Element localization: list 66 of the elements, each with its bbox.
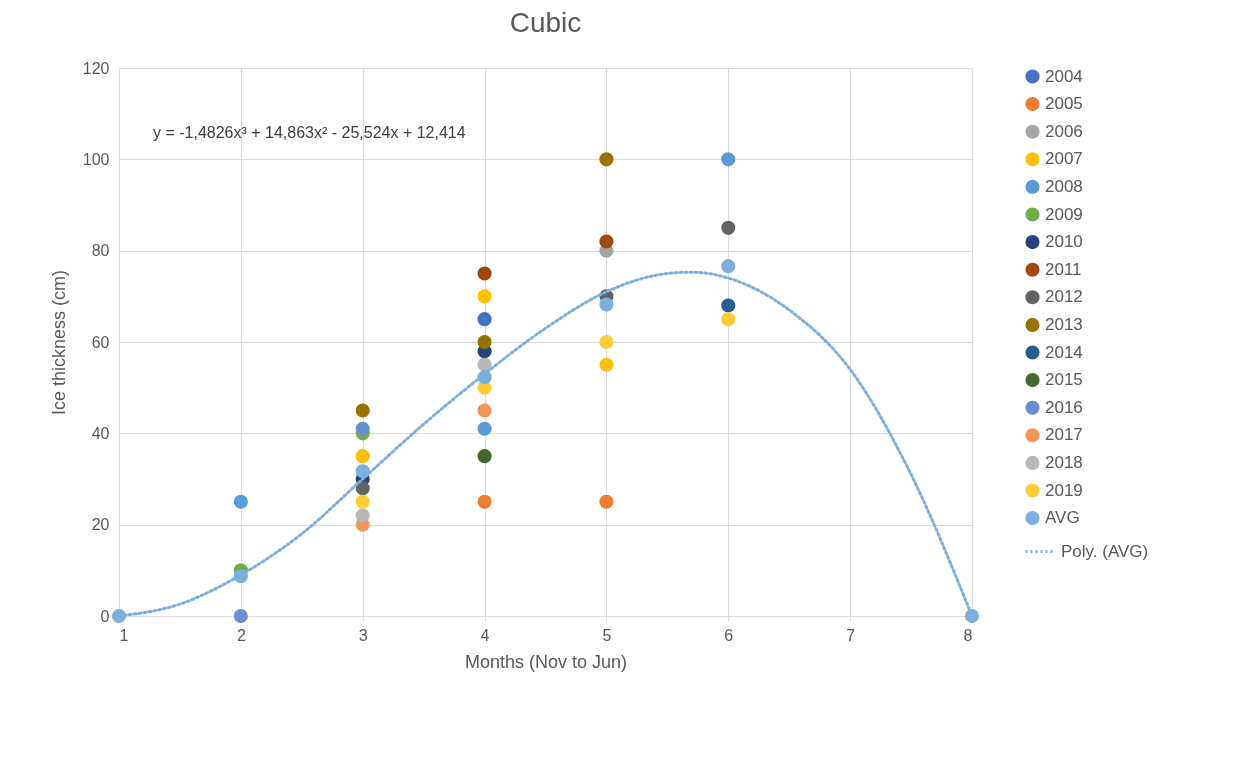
- point: [721, 220, 736, 235]
- point: [721, 152, 736, 167]
- x-tick-label: 7: [846, 626, 856, 644]
- x-tick-label: 1: [119, 626, 129, 644]
- legend-label: 2009: [1045, 204, 1083, 224]
- point: [599, 297, 614, 312]
- y-axis-title: Ice thickness (cm): [48, 269, 69, 416]
- legend-label: 2012: [1045, 287, 1083, 307]
- y-tick-label: 20: [91, 516, 110, 534]
- point: [355, 481, 370, 496]
- point: [477, 494, 492, 509]
- point: [599, 152, 614, 167]
- point: [233, 494, 248, 509]
- legend-label: 2004: [1045, 66, 1083, 86]
- legend-label: 2013: [1045, 314, 1083, 334]
- y-tick-label: 0: [100, 607, 110, 625]
- x-tick-label: 4: [480, 626, 490, 644]
- point: [355, 508, 370, 523]
- point: [355, 421, 370, 436]
- point: [599, 357, 614, 372]
- legend-label: 2010: [1045, 232, 1083, 252]
- x-tick-label: 3: [358, 626, 368, 644]
- point: [355, 494, 370, 509]
- legend-label: 2005: [1045, 94, 1083, 114]
- x-tick-label: 2: [236, 626, 246, 644]
- y-tick-label: 40: [91, 424, 110, 442]
- point: [477, 449, 492, 464]
- x-tick-label: 6: [724, 626, 734, 644]
- point: [233, 608, 248, 624]
- y-tick-label: 60: [91, 333, 110, 351]
- point: [477, 403, 492, 418]
- point: [477, 312, 492, 327]
- point: [355, 449, 370, 464]
- legend-label: 2015: [1045, 370, 1083, 390]
- legend-label: 2014: [1045, 342, 1083, 362]
- point: [721, 298, 736, 313]
- x-axis-title: Months (Nov to Jun): [464, 651, 628, 672]
- x-tick-label: 5: [602, 626, 612, 644]
- x-tick-label: 8: [963, 626, 973, 644]
- legend-label: 2016: [1045, 397, 1083, 417]
- point: [111, 608, 127, 624]
- point: [599, 494, 614, 509]
- legend-label: 2017: [1045, 425, 1083, 445]
- legend-label: 2008: [1045, 176, 1083, 196]
- y-tick-label: 80: [91, 242, 110, 260]
- legend-label: AVG: [1045, 508, 1080, 528]
- point: [477, 334, 492, 350]
- legend-label: 2006: [1045, 121, 1083, 141]
- point: [599, 334, 614, 350]
- point: [964, 608, 980, 624]
- y-tick-label: 100: [82, 150, 110, 168]
- chart-title: Cubic: [509, 7, 582, 38]
- point: [477, 266, 492, 281]
- y-tick-label: 120: [82, 59, 110, 77]
- point: [477, 421, 492, 436]
- legend-label: 2007: [1045, 149, 1083, 169]
- legend-label: Poly. (AVG): [1061, 541, 1149, 561]
- annotation: y = -1,4826x³ + 14,863x² - 25,524x + 12,414: [153, 124, 466, 141]
- point: [721, 312, 736, 327]
- point: [721, 259, 736, 274]
- point: [355, 403, 370, 418]
- point: [477, 289, 492, 304]
- legend-label: 2018: [1045, 452, 1083, 472]
- legend-label: 2011: [1045, 259, 1082, 279]
- legend-label: 2019: [1045, 480, 1083, 500]
- point: [599, 234, 614, 249]
